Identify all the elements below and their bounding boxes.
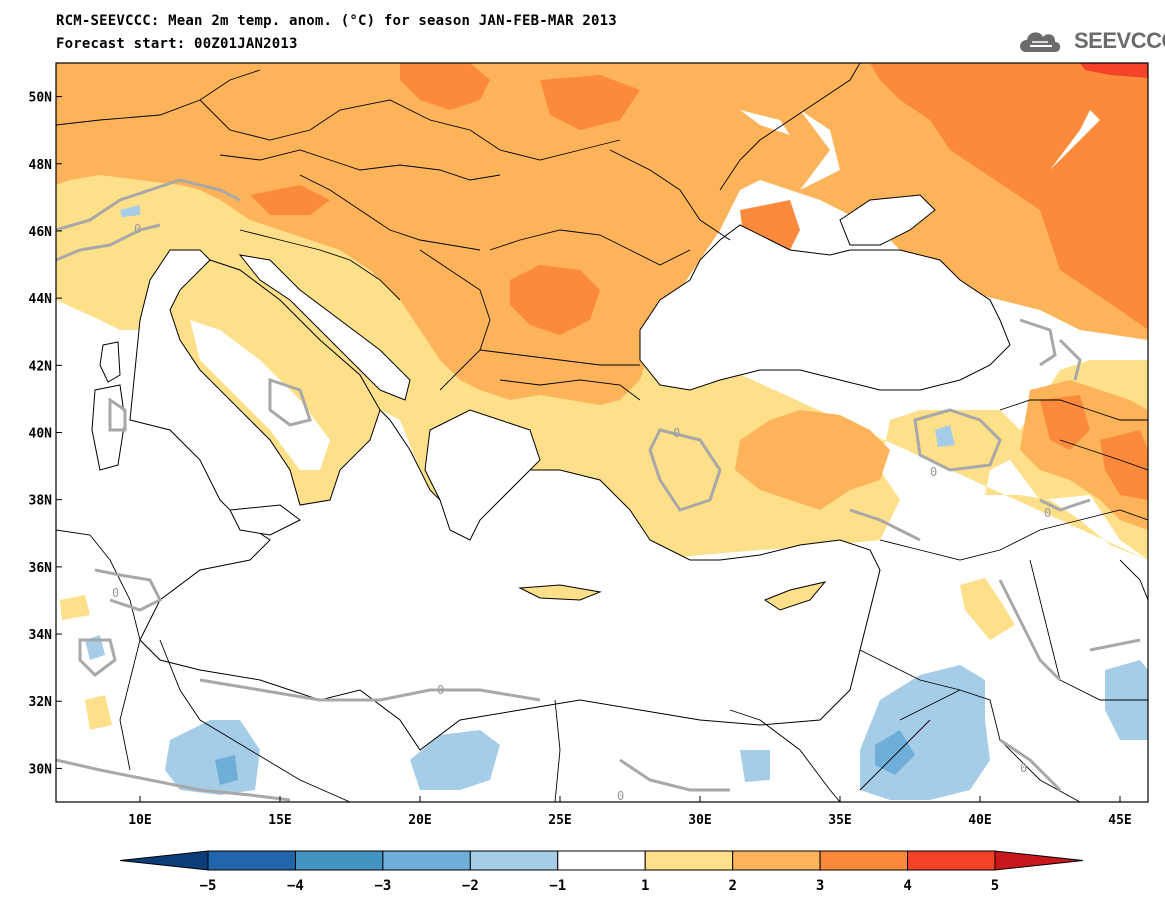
tyrrhenian-coast (160, 330, 310, 540)
map-title: RCM-SEEVCCC: Mean 2m temp. anom. (°C) fo… (56, 13, 617, 29)
colorbar-bin (469, 850, 559, 871)
anomaly-cool-egypt2 (740, 750, 770, 782)
anomaly-white-north2 (800, 110, 840, 190)
corsica (99, 341, 121, 383)
colorbar-bin (819, 850, 909, 871)
logo-text: SEEVCCC (1074, 28, 1165, 53)
anomaly-3-4-austria (250, 185, 330, 215)
sicily (229, 504, 301, 536)
colorbar-arrow-low (119, 850, 209, 871)
longitude-axis: 10E 15E 20E 25E 30E 35E 40E 45E (128, 796, 1132, 828)
lon-tick-label: 20E (408, 813, 431, 828)
map-plot-area: 0 0 0 0 0 0 0 0 (56, 63, 1148, 803)
anomaly-4-5-corner (1080, 63, 1148, 78)
lat-tick-label: 32N (29, 695, 53, 710)
lat-tick-label: 38N (29, 494, 53, 509)
lat-tick-label: 44N (29, 292, 53, 307)
zero-contour-labels: 0 0 0 0 0 0 0 0 (112, 222, 1051, 803)
anomaly-cool-turkey (935, 425, 955, 447)
italy-interior-white (190, 320, 330, 470)
lat-tick-label: 42N (29, 359, 53, 374)
anomaly-2-3-north (56, 63, 1148, 405)
zero-contours (56, 178, 1141, 802)
greece-land (424, 409, 541, 541)
colorbar-label: −1 (549, 878, 566, 894)
lon-tick-label: 30E (688, 813, 711, 828)
lon-tick-label: 10E (128, 813, 151, 828)
colorbar-bin (207, 850, 296, 871)
forecast-start-label: Forecast start: 00Z01JAN2013 (56, 36, 298, 52)
colorbar-bin (557, 850, 646, 871)
colorbar-label: 2 (728, 878, 736, 894)
contour-label: 0 (112, 586, 119, 600)
anomaly-3-4-ukraine (540, 75, 640, 130)
colorbar-bin (294, 850, 384, 871)
colorbar-label: −2 (462, 878, 479, 894)
adriatic-sea (238, 254, 411, 401)
anomaly-warm-south2 (85, 695, 112, 730)
contour-label: 0 (617, 789, 624, 803)
anomaly-warm-south1 (60, 595, 90, 620)
anomaly-3-4-georgia (1040, 395, 1090, 450)
contour-label: 0 (134, 222, 141, 236)
anomaly-cool-egypt (410, 730, 500, 790)
colorbar-label: 4 (903, 878, 911, 894)
lat-tick-label: 34N (29, 628, 53, 643)
colorbar-label: 5 (991, 878, 999, 894)
cyprus (763, 581, 827, 611)
latitude-axis: 50N 48N 46N 44N 42N 40N 38N 36N 34N 32N 30N (29, 91, 62, 777)
lon-tick-label: 35E (828, 813, 851, 828)
country-borders (56, 63, 1148, 802)
anomaly-3-4-armenia (1100, 430, 1148, 500)
anomaly-warm-syria (960, 578, 1015, 640)
lat-tick-label: 46N (29, 225, 53, 240)
anomaly-3-4-romania (510, 265, 600, 335)
cloud-icon (1020, 32, 1061, 52)
colorbar-bin (382, 850, 471, 871)
colorbar-label: −3 (374, 878, 391, 894)
lat-tick-label: 30N (29, 762, 53, 777)
lon-tick-label: 25E (548, 813, 571, 828)
anomaly-3-4-northeast (870, 63, 1148, 330)
anomaly-white-ne (1050, 110, 1100, 170)
lat-tick-label: 36N (29, 561, 53, 576)
contour-label: 0 (1044, 506, 1051, 520)
azov-sea (839, 194, 936, 246)
crete (518, 584, 602, 601)
colorbar-bin (732, 850, 821, 871)
colorbar-label: −4 (287, 878, 304, 894)
black-sea (639, 224, 1011, 391)
anomaly-2-3-anatolia (735, 410, 890, 510)
anomaly-cool-arabia-deep (875, 730, 915, 775)
contour-label: 0 (930, 465, 937, 479)
contour-label: 0 (673, 426, 680, 440)
lon-tick-label: 15E (268, 813, 291, 828)
anomaly-cool-libya-deep (215, 755, 238, 785)
lat-tick-label: 40N (29, 427, 53, 442)
lon-tick-label: 40E (968, 813, 991, 828)
contour-label: 0 (437, 683, 444, 697)
colorbar-arrow-high (994, 850, 1084, 871)
colorbar-bin (907, 850, 996, 871)
lat-tick-label: 50N (29, 91, 53, 106)
colorbar-label: 3 (816, 878, 824, 894)
colorbar-bin (644, 850, 734, 871)
colorbar-label: −5 (200, 878, 217, 894)
lat-tick-label: 48N (29, 158, 53, 173)
lon-tick-label: 45E (1108, 813, 1131, 828)
contour-label: 0 (1020, 761, 1027, 775)
anomaly-3-4-north-center (400, 63, 490, 110)
colorbar-label: 1 (641, 878, 649, 894)
anomaly-cool-alps (120, 205, 140, 217)
colorbar: −5 −4 −3 −2 −1 1 2 3 4 5 (119, 850, 1084, 894)
